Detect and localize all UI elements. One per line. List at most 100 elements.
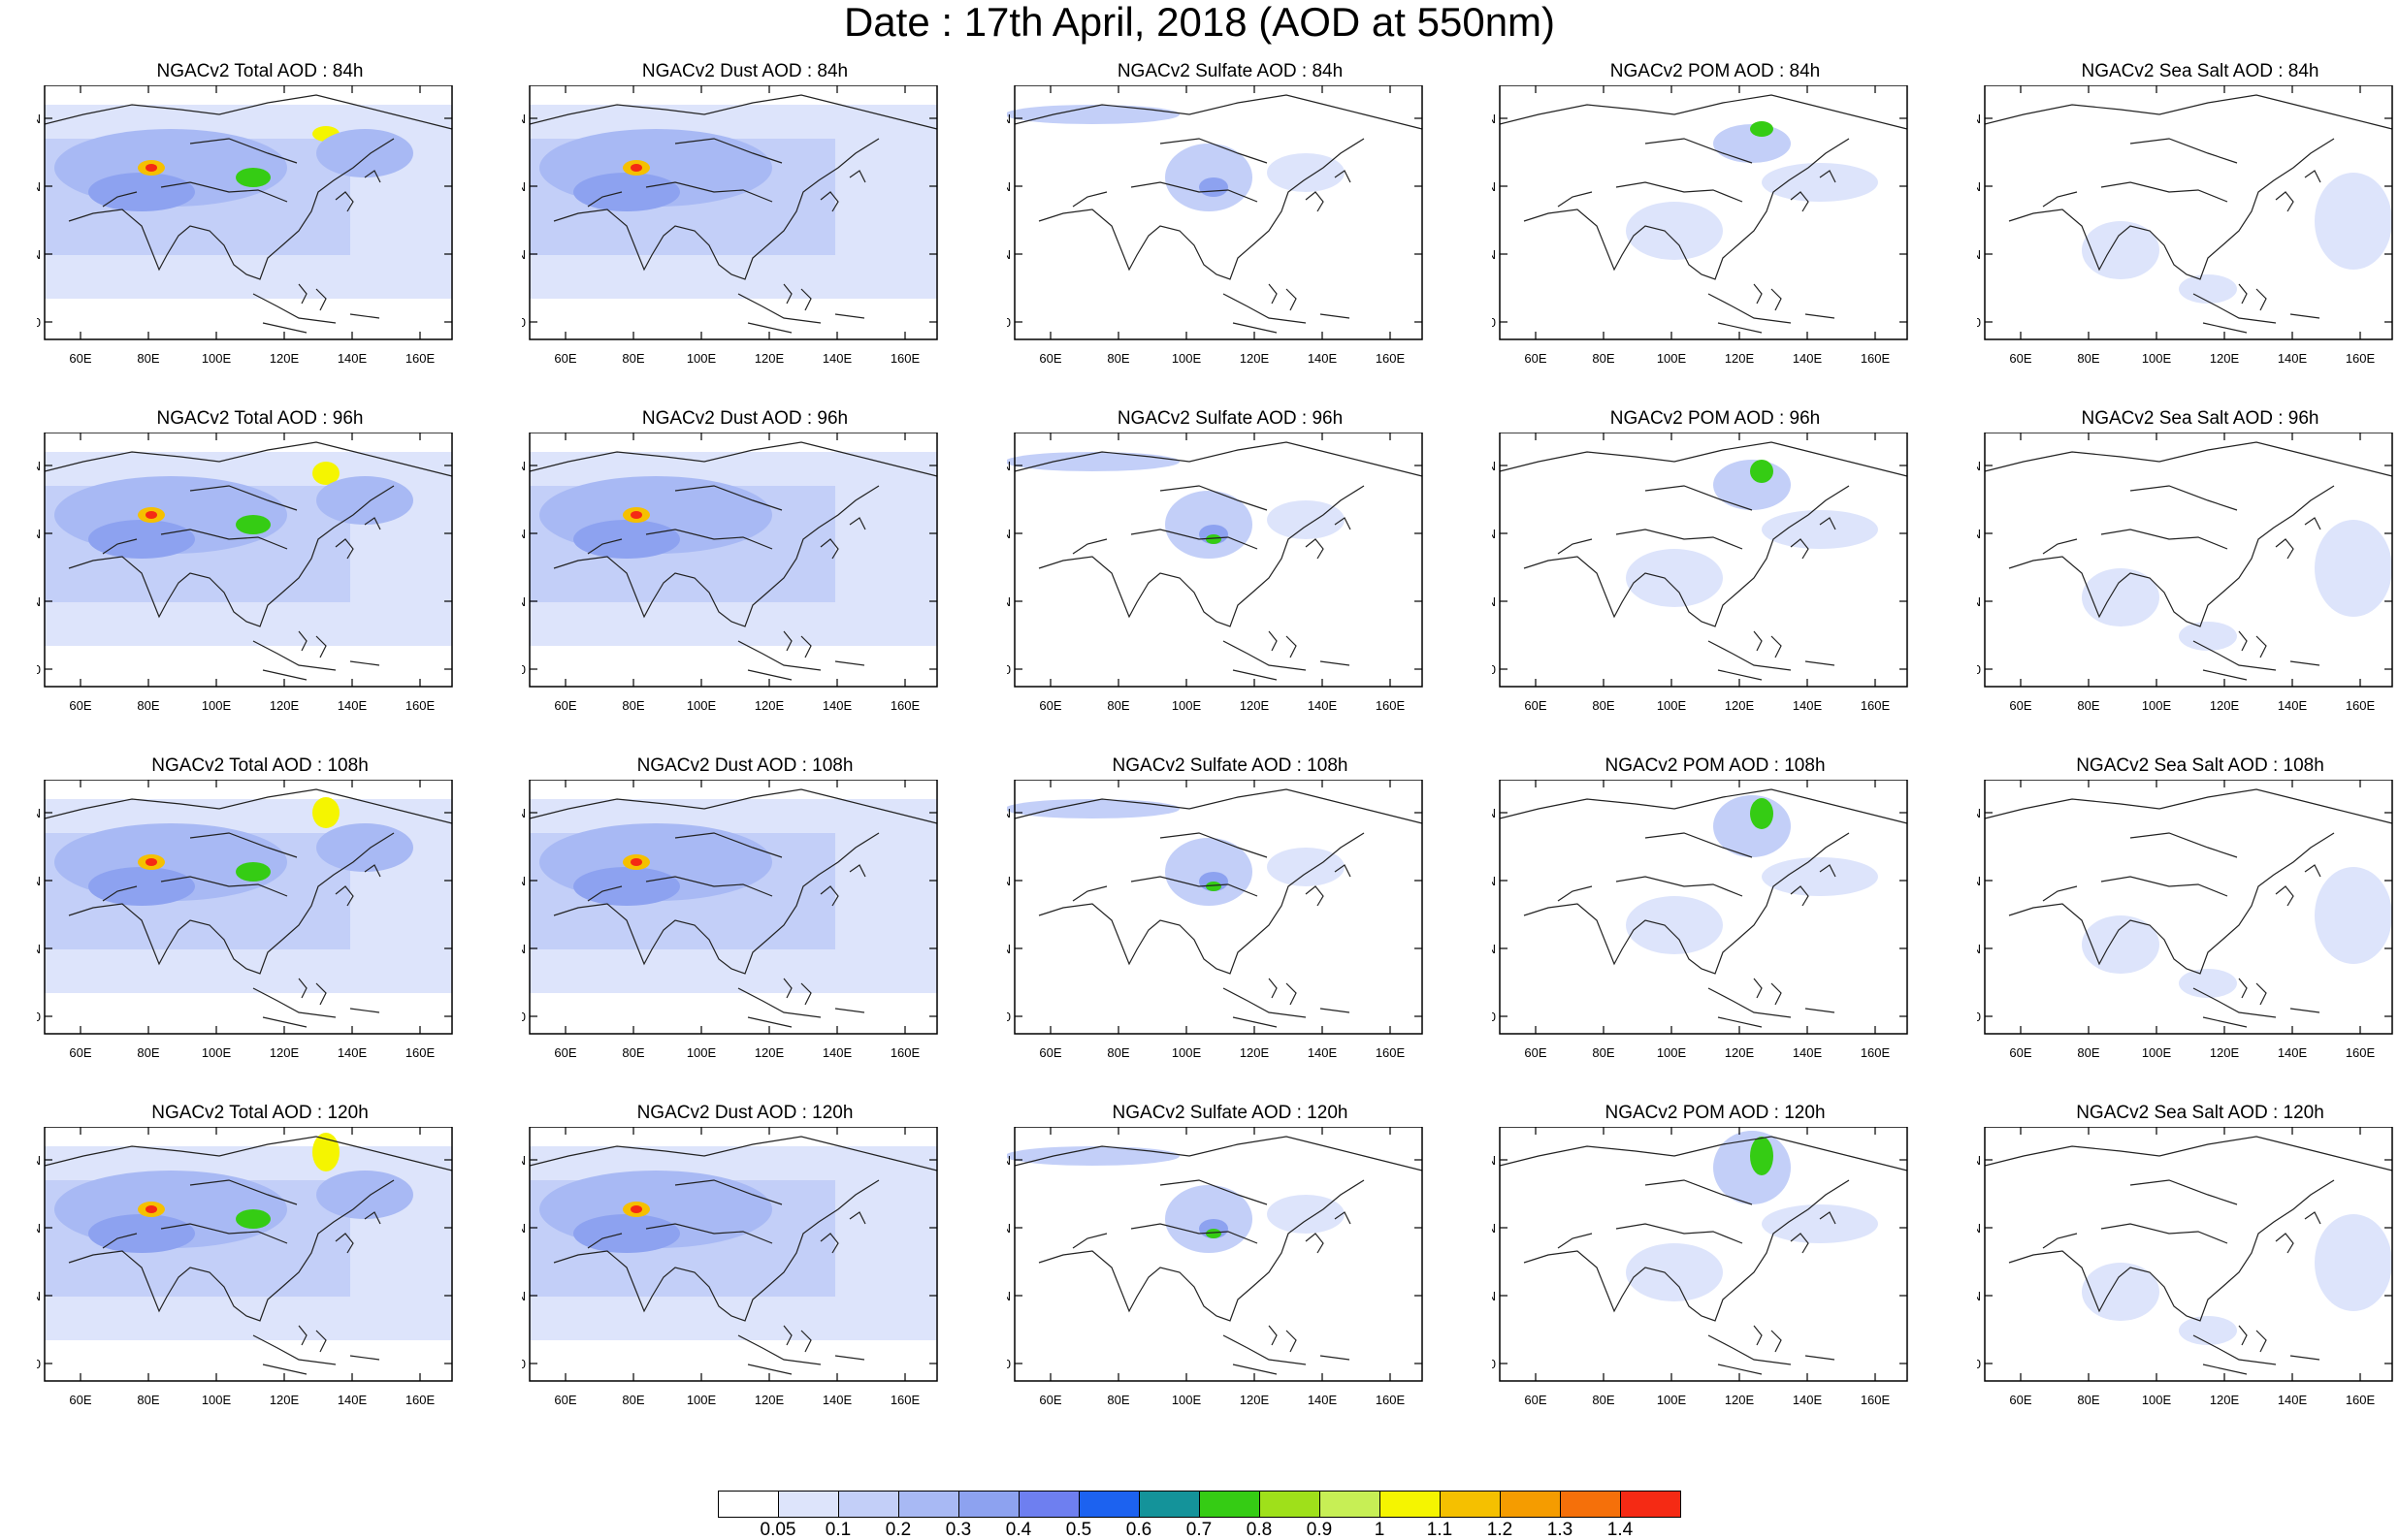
lon-tick-label: 80E (137, 1393, 159, 1407)
lon-tick-label: 140E (338, 1393, 368, 1407)
lon-tick-label: 100E (202, 1045, 232, 1060)
lon-tick-label: 140E (2278, 1393, 2308, 1407)
lon-tick-label: 140E (823, 1045, 853, 1060)
plot-frame (44, 1127, 453, 1382)
lat-tick-label: 40N (1977, 874, 1981, 888)
aod-field (2082, 867, 2392, 998)
lon-tick-label: 120E (2210, 1393, 2240, 1407)
map-plot: 60N 40N 20N 0 60E 80E 100E 120E 140E 160E (1977, 85, 2399, 369)
coastline (1984, 94, 2393, 334)
lat-tick-label: 60N (1007, 1153, 1011, 1168)
panel-title: NGACv2 Sulfate AOD : 96h (1117, 408, 1344, 429)
lon-tick-label: 100E (687, 698, 717, 713)
lat-tick-label: 0 (37, 1357, 41, 1371)
lon-tick-label: 60E (1039, 1393, 1061, 1407)
lon-tick-label: 100E (2142, 351, 2172, 366)
lon-tick-label: 120E (1240, 698, 1270, 713)
aod-field (1626, 1131, 1878, 1301)
panel-title: NGACv2 POM AOD : 96h (1609, 408, 1821, 429)
lat-tick-label: 40N (522, 874, 526, 888)
panel-title: NGACv2 Sea Salt AOD : 96h (2081, 408, 2319, 429)
plot-frame (1014, 780, 1423, 1035)
plot-frame (44, 780, 453, 1035)
lon-tick-label: 160E (1376, 351, 1406, 366)
lat-tick-label: 20N (522, 247, 526, 262)
lat-tick-label: 60N (1977, 459, 1981, 473)
lat-tick-label: 0 (1007, 662, 1011, 677)
lon-tick-label: 100E (1657, 1393, 1687, 1407)
lat-tick-label: 20N (37, 247, 41, 262)
lon-tick-label: 160E (2346, 1393, 2376, 1407)
lat-tick-label: 40N (1977, 527, 1981, 541)
lon-tick-label: 160E (2346, 1045, 2376, 1060)
map-panel: NGACv2 POM AOD : 120h 60N 40N 20N 0 60E 80E 100… (1492, 1100, 1938, 1459)
lon-tick-label: 120E (1725, 351, 1755, 366)
lon-tick-label: 120E (2210, 351, 2240, 366)
lat-tick-label: 60N (522, 459, 526, 473)
aod-field (45, 105, 452, 299)
lon-tick-label: 100E (1172, 351, 1202, 366)
lat-tick-label: 40N (1492, 179, 1496, 194)
lon-tick-label: 140E (1793, 698, 1823, 713)
lon-tick-label: 140E (1308, 351, 1338, 366)
lon-tick-label: 100E (2142, 1045, 2172, 1060)
lon-tick-label: 160E (891, 698, 921, 713)
lon-tick-label: 60E (1524, 351, 1546, 366)
legend-label: 1.3 (1546, 1520, 1573, 1540)
lat-tick-label: 0 (522, 1010, 526, 1024)
coastline (529, 1136, 938, 1375)
color-legend: 0.05 0.1 0.2 0.3 0.4 0.5 0.6 0.7 0.8 0.9 1 1.1 1.2 1.… (718, 1491, 1681, 1540)
plot-frame (1984, 85, 2393, 340)
map-svg: 60N 40N 20N 0 60E 80E 100E 120E 140E 160E (1007, 1127, 1423, 1407)
lat-tick-label: 20N (1492, 1289, 1496, 1303)
lon-tick-label: 160E (1861, 698, 1891, 713)
legend-swatch (1440, 1491, 1501, 1518)
lon-tick-label: 80E (137, 351, 159, 366)
map-plot: 60N 40N 20N 0 60E 80E 100E 120E 140E 160E (1007, 780, 1453, 1063)
lat-tick-label: 20N (522, 1289, 526, 1303)
lat-tick-label: 40N (1007, 527, 1011, 541)
legend-label: 0.9 (1306, 1520, 1333, 1540)
lat-tick-label: 60N (1007, 806, 1011, 820)
legend-label: 0.1 (825, 1520, 852, 1540)
map-svg: 60N 40N 20N 0 60E 80E 100E 120E 140E 160E (37, 780, 453, 1060)
lon-tick-label: 120E (270, 1393, 300, 1407)
map-svg: 60N 40N 20N 0 60E 80E 100E 120E 140E 160E (522, 433, 938, 713)
map-panel: NGACv2 Sulfate AOD : 96h 60N 40N 20N 0 60E 80E… (1007, 405, 1453, 764)
map-svg: 60N 40N 20N 0 60E 80E 100E 120E 140E 160E (37, 85, 453, 366)
lat-tick-label: 40N (522, 527, 526, 541)
lon-tick-label: 80E (1592, 351, 1614, 366)
map-panel: NGACv2 POM AOD : 96h 60N 40N 20N 0 60E 80E 100E… (1492, 405, 1938, 764)
lon-tick-label: 120E (1240, 1393, 1270, 1407)
legend-swatch (1560, 1491, 1621, 1518)
lat-tick-label: 40N (1977, 179, 1981, 194)
lon-tick-label: 140E (1308, 1045, 1338, 1060)
legend-label: 0.7 (1185, 1520, 1213, 1540)
aod-field (1626, 121, 1878, 260)
lon-tick-label: 80E (137, 1045, 159, 1060)
map-plot: 60N 40N 20N 0 60E 80E 100E 120E 140E 160E (522, 85, 968, 369)
lat-tick-label: 20N (522, 594, 526, 609)
lon-tick-label: 140E (1793, 351, 1823, 366)
map-svg: 60N 40N 20N 0 60E 80E 100E 120E 140E 160E (1492, 433, 1908, 713)
map-panel: NGACv2 Sulfate AOD : 120h 60N 40N 20N 0 60E 80… (1007, 1100, 1453, 1459)
lat-tick-label: 20N (37, 594, 41, 609)
lon-tick-label: 60E (554, 698, 576, 713)
map-plot: 60N 40N 20N 0 60E 80E 100E 120E 140E 160E (37, 780, 483, 1063)
plot-frame (529, 780, 938, 1035)
plot-frame (1499, 780, 1908, 1035)
lat-tick-label: 40N (522, 1221, 526, 1235)
lon-tick-label: 80E (1592, 1393, 1614, 1407)
lat-tick-label: 60N (1977, 112, 1981, 126)
lon-tick-label: 120E (755, 1393, 785, 1407)
lat-tick-label: 0 (1007, 1010, 1011, 1024)
lon-tick-label: 140E (2278, 1045, 2308, 1060)
lat-tick-label: 60N (1492, 112, 1496, 126)
lat-tick-label: 0 (1977, 1357, 1981, 1371)
lon-tick-label: 120E (755, 1045, 785, 1060)
panel-title: NGACv2 Sulfate AOD : 84h (1117, 61, 1344, 81)
lat-tick-label: 20N (1007, 942, 1011, 956)
lat-tick-label: 40N (1492, 874, 1496, 888)
lon-tick-label: 120E (270, 698, 300, 713)
lon-tick-label: 80E (1107, 698, 1129, 713)
